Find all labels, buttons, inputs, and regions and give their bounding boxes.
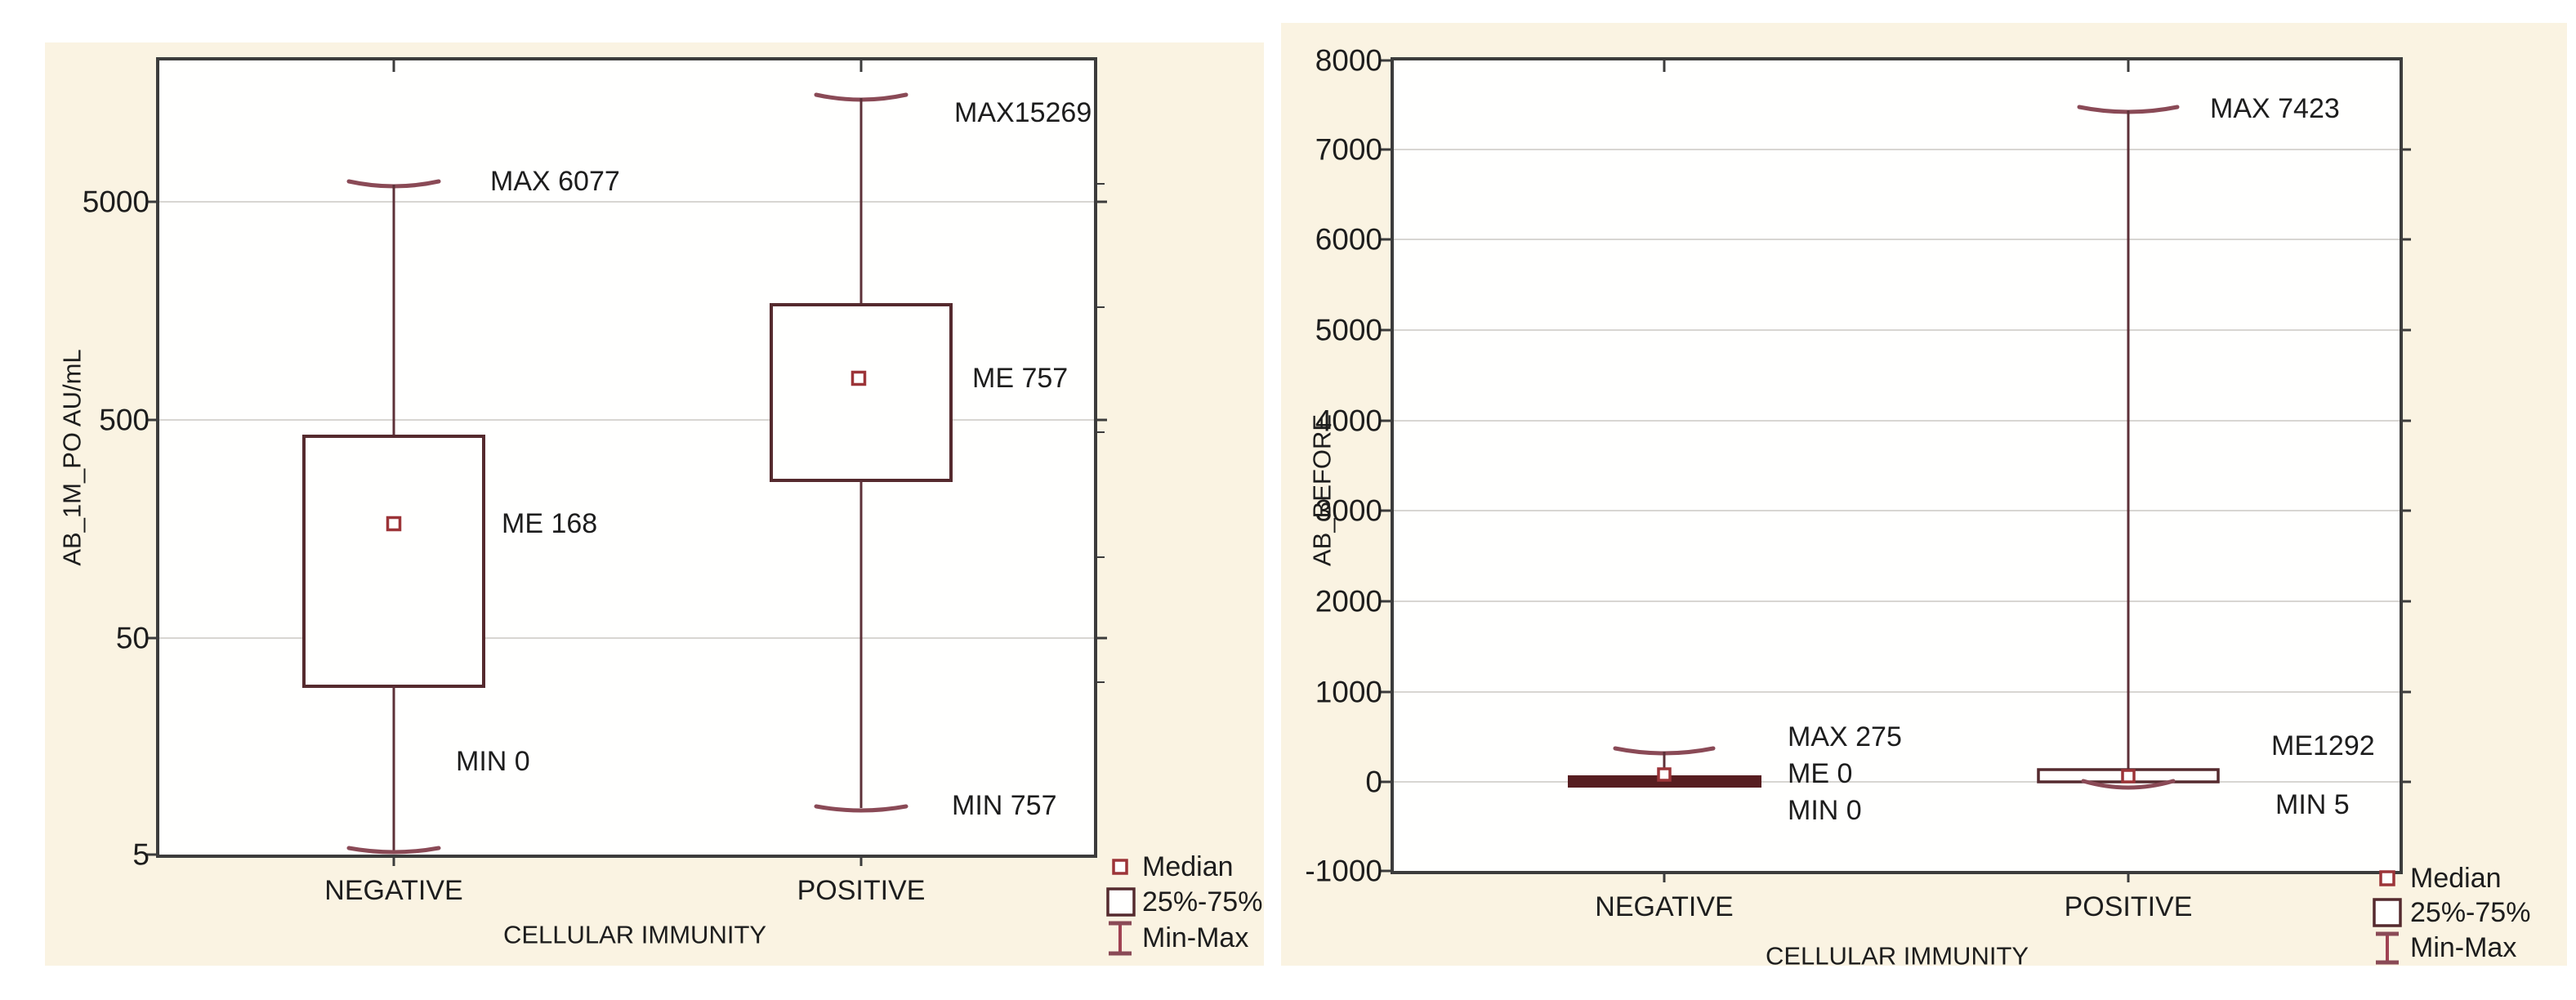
left-legend-icons — [1106, 859, 1136, 956]
right-negative-min-label: MIN 0 — [1788, 795, 1862, 826]
left-ytick-50: 50 — [115, 621, 150, 655]
left-positive-min-cap — [814, 804, 909, 813]
right-ytick-6000: 6000 — [1315, 222, 1382, 257]
right-legend-iqr-label: 25%-75% — [2410, 897, 2531, 928]
left-legend-minmax-icon — [1109, 921, 1132, 956]
right-ytick-8000: 8000 — [1315, 43, 1382, 78]
right-negative-median-marker — [1657, 767, 1672, 782]
right-positive-median-marker — [2121, 769, 2136, 783]
left-plot-area — [156, 57, 1097, 858]
right-ytick-7000: 7000 — [1315, 132, 1382, 167]
left-axis-ticks — [146, 60, 1107, 866]
right-legend-median-label: Median — [2410, 863, 2502, 894]
right-positive-min-label: MIN 5 — [2275, 789, 2350, 820]
left-legend-median-label: Median — [1142, 851, 1234, 882]
left-negative-min-cap — [346, 846, 441, 855]
left-x-axis-title: CELLULAR IMMUNITY — [502, 920, 767, 949]
right-negative-max-label: MAX 275 — [1788, 721, 1902, 752]
right-category-positive: POSITIVE — [2064, 891, 2193, 922]
right-ytick-1000: 1000 — [1315, 675, 1382, 709]
left-negative-boxplot — [302, 179, 485, 855]
left-legend-median-icon — [1112, 859, 1128, 875]
right-x-axis-title: CELLULAR IMMUNITY — [1765, 941, 2029, 971]
right-legend-icons — [2373, 870, 2402, 965]
right-ytick-3000: 3000 — [1315, 493, 1382, 528]
right-positive-min-cap — [2081, 779, 2176, 790]
left-positive-max-label: MAX15269 — [954, 97, 1092, 128]
left-y-axis-title: AB_1M_PO AU/mL — [57, 349, 87, 566]
right-gridlines — [1394, 149, 2400, 783]
left-positive-iqr-box — [770, 303, 953, 482]
right-legend-minmax-icon — [2376, 931, 2399, 965]
left-negative-median-marker — [386, 516, 402, 532]
left-positive-median-label: ME 757 — [972, 363, 1069, 394]
left-legend-iqr-label: 25%-75% — [1142, 886, 1263, 917]
right-legend-median-icon — [2379, 870, 2395, 886]
right-negative-boxplot — [1568, 746, 1761, 788]
right-positive-max-label: MAX 7423 — [2210, 93, 2340, 124]
left-negative-median-label: ME 168 — [502, 508, 598, 539]
left-positive-median-marker — [850, 370, 867, 386]
left-ytick-5000: 5000 — [82, 185, 150, 219]
left-legend-iqr-icon — [1106, 887, 1136, 917]
right-positive-boxplot — [2037, 105, 2220, 790]
left-positive-boxplot — [770, 92, 953, 813]
left-category-positive: POSITIVE — [797, 875, 926, 906]
right-ytick-5000: 5000 — [1315, 313, 1382, 347]
right-ytick-0: 0 — [1365, 765, 1382, 799]
left-negative-min-label: MIN 0 — [456, 746, 530, 777]
right-ytick-2000: 2000 — [1315, 584, 1382, 618]
right-ytick-neg1000: -1000 — [1305, 854, 1382, 888]
left-negative-iqr-box — [302, 435, 485, 688]
right-category-negative: NEGATIVE — [1595, 891, 1734, 922]
right-positive-median-label: ME1292 — [2271, 730, 2375, 761]
left-ytick-5: 5 — [132, 837, 150, 872]
right-negative-median-label: ME 0 — [1788, 758, 1853, 789]
left-negative-max-label: MAX 6077 — [490, 166, 620, 197]
right-legend-minmax-label: Min-Max — [2410, 932, 2517, 963]
left-category-negative: NEGATIVE — [324, 875, 463, 906]
right-axis-ticks — [1381, 59, 2411, 882]
right-y-axis-title: AB_BEFORE — [1307, 413, 1337, 567]
left-positive-min-label: MIN 757 — [952, 790, 1057, 821]
right-ytick-4000: 4000 — [1315, 404, 1382, 438]
right-plot-area — [1391, 57, 2403, 874]
left-legend-minmax-label: Min-Max — [1142, 922, 1249, 953]
right-legend-iqr-icon — [2373, 898, 2402, 927]
left-ytick-500: 500 — [99, 403, 150, 437]
